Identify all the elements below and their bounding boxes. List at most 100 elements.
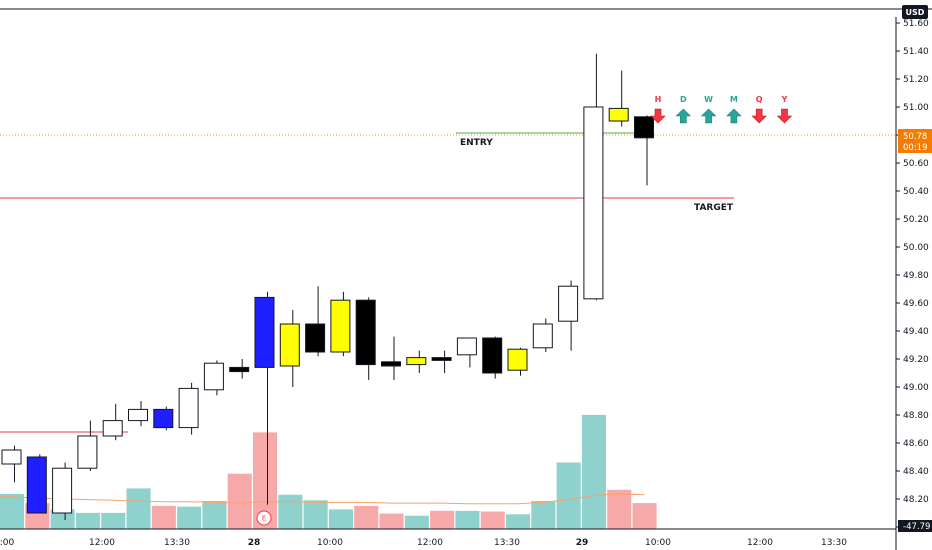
candle xyxy=(634,115,654,186)
candle-body xyxy=(608,107,629,122)
candle xyxy=(507,347,528,376)
candle-body xyxy=(77,435,98,469)
time-axis[interactable]: :00 12:00 13:30 28 10:00 12:00 13:30 29 10:00 12:… xyxy=(0,528,896,548)
candle-body xyxy=(482,337,503,374)
signal-label: H xyxy=(655,95,662,104)
volume-bar xyxy=(430,510,455,529)
volume-bar xyxy=(379,513,404,529)
earnings-marker-label: E xyxy=(262,515,266,523)
y-tick-label: 51.00 xyxy=(903,103,929,113)
x-tick-label: 13:30 xyxy=(821,538,847,548)
earnings-marker-icon[interactable] xyxy=(256,510,272,526)
candle xyxy=(178,382,199,435)
candle xyxy=(355,297,376,380)
candle xyxy=(279,310,300,387)
y-tick-label: 48.20 xyxy=(903,495,929,505)
currency-label: USD xyxy=(906,8,925,17)
signal-label: W xyxy=(704,95,713,104)
arrow-down-icon xyxy=(776,108,793,124)
candle-body xyxy=(456,337,477,356)
candle xyxy=(26,454,47,514)
entry-label: ENTRY xyxy=(460,138,493,148)
volume-bar xyxy=(531,501,556,529)
arrow-up-icon xyxy=(726,108,742,124)
current-price-tag xyxy=(898,129,932,153)
candle-body xyxy=(558,285,579,322)
volume-bar xyxy=(607,489,632,529)
candle-body xyxy=(431,357,452,361)
arrow-down-icon xyxy=(751,108,767,124)
candle-body xyxy=(355,299,376,366)
candle-body xyxy=(330,299,351,353)
volume-bar xyxy=(480,511,505,529)
candle xyxy=(52,462,73,520)
currency-badge[interactable] xyxy=(902,5,928,19)
current-price-label: 50.78 xyxy=(903,132,927,142)
volume-bar xyxy=(278,494,303,529)
x-tick-label: 13:30 xyxy=(494,538,520,548)
candle xyxy=(381,336,401,380)
x-tick-label: 28 xyxy=(248,538,261,548)
candle-body xyxy=(178,387,199,429)
signal-label: D xyxy=(680,95,687,104)
candle-body xyxy=(532,323,553,349)
candle xyxy=(203,360,224,396)
candle xyxy=(608,70,629,127)
candle xyxy=(229,359,250,379)
candle-body xyxy=(102,420,123,437)
signal-label: Y xyxy=(781,95,788,104)
y-tick-label: 50.00 xyxy=(903,243,929,253)
x-tick-label: 12:00 xyxy=(747,538,773,548)
candle xyxy=(128,401,148,427)
y-tick-label: 49.00 xyxy=(903,383,929,393)
x-tick-label: 12:00 xyxy=(417,538,443,548)
y-tick-label: 48.60 xyxy=(903,439,929,449)
volume-bar xyxy=(101,512,126,529)
volume-ma-layer xyxy=(0,493,645,505)
signal-label: Q xyxy=(756,95,763,104)
candle-body xyxy=(507,348,528,371)
candle xyxy=(406,350,427,373)
candle xyxy=(482,336,503,379)
x-tick-label: 10:00 xyxy=(645,538,671,548)
candle xyxy=(102,403,123,441)
candle xyxy=(77,420,98,471)
candle-body xyxy=(203,362,224,391)
bottom-value-label: -47.79 xyxy=(903,522,930,532)
candle xyxy=(558,280,579,351)
y-tick-label: 49.20 xyxy=(903,355,929,365)
x-tick-label: 29 xyxy=(576,538,589,548)
annotation-lines: ENTRY TARGET xyxy=(0,8,932,433)
y-tick-label: 51.40 xyxy=(903,47,929,57)
volume-bar xyxy=(126,488,151,529)
x-tick-label: 10:00 xyxy=(317,538,343,548)
volume-bar xyxy=(202,501,227,529)
candle xyxy=(305,286,326,357)
volume-layer xyxy=(0,414,657,529)
x-tick-label: :00 xyxy=(0,538,15,548)
bottom-value-tag xyxy=(898,520,932,532)
volume-ma-line xyxy=(0,493,645,505)
candle xyxy=(456,337,477,368)
price-axis[interactable]: 51.6051.4051.2051.0050.8050.6050.4050.20… xyxy=(895,5,932,550)
y-tick-label: 49.40 xyxy=(903,327,929,337)
candle xyxy=(153,406,174,431)
volume-bar xyxy=(632,503,657,529)
candle xyxy=(431,350,452,373)
volume-bar xyxy=(404,515,429,529)
candle-body xyxy=(52,467,73,514)
y-tick-label: 48.80 xyxy=(903,411,929,421)
volume-bar xyxy=(50,509,75,529)
volume-bar xyxy=(227,473,252,529)
volume-bar xyxy=(556,462,581,529)
volume-bar xyxy=(506,514,531,529)
y-tick-label: 49.60 xyxy=(903,299,929,309)
y-tick-label: 50.40 xyxy=(903,187,929,197)
arrow-up-icon xyxy=(675,108,692,124)
volume-bar xyxy=(151,505,176,529)
volume-bar xyxy=(177,506,202,529)
volume-bar xyxy=(354,505,379,529)
